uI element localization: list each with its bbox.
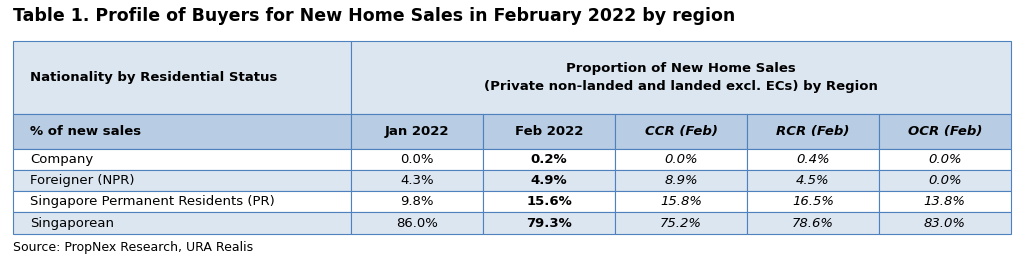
Text: Proportion of New Home Sales: Proportion of New Home Sales <box>566 62 796 75</box>
Text: Singapore Permanent Residents (PR): Singapore Permanent Residents (PR) <box>31 195 275 208</box>
Text: 0.2%: 0.2% <box>530 153 567 166</box>
Text: 79.3%: 79.3% <box>526 216 572 229</box>
Text: Company: Company <box>31 153 93 166</box>
Bar <box>879 213 1011 234</box>
Text: 13.8%: 13.8% <box>924 195 966 208</box>
Text: 75.2%: 75.2% <box>660 216 702 229</box>
Bar <box>483 191 615 213</box>
Text: 4.5%: 4.5% <box>796 174 829 187</box>
Bar <box>13 41 351 114</box>
Bar <box>746 213 879 234</box>
Text: 8.9%: 8.9% <box>665 174 697 187</box>
Bar <box>615 213 746 234</box>
Bar <box>615 170 746 191</box>
Text: Nationality by Residential Status: Nationality by Residential Status <box>31 71 278 84</box>
Bar <box>615 149 746 170</box>
Text: 0.0%: 0.0% <box>665 153 697 166</box>
Text: 4.3%: 4.3% <box>400 174 434 187</box>
Text: 83.0%: 83.0% <box>924 216 966 229</box>
Bar <box>351 191 483 213</box>
Text: 4.9%: 4.9% <box>530 174 567 187</box>
Bar <box>879 114 1011 149</box>
Text: % of new sales: % of new sales <box>31 125 141 138</box>
Bar <box>879 191 1011 213</box>
Bar <box>746 114 879 149</box>
Bar <box>746 149 879 170</box>
Text: 0.0%: 0.0% <box>928 153 962 166</box>
Text: 78.6%: 78.6% <box>792 216 834 229</box>
Text: Foreigner (NPR): Foreigner (NPR) <box>31 174 135 187</box>
Bar <box>351 149 483 170</box>
Bar <box>483 170 615 191</box>
Text: 9.8%: 9.8% <box>400 195 434 208</box>
Text: 16.5%: 16.5% <box>792 195 834 208</box>
Bar <box>746 170 879 191</box>
Bar <box>483 213 615 234</box>
Text: RCR (Feb): RCR (Feb) <box>776 125 850 138</box>
Bar <box>483 149 615 170</box>
Bar <box>351 213 483 234</box>
Bar <box>483 114 615 149</box>
Text: Source: PropNex Research, URA Realis: Source: PropNex Research, URA Realis <box>13 241 253 254</box>
Text: (Private non-landed and landed excl. ECs) by Region: (Private non-landed and landed excl. ECs… <box>484 80 878 93</box>
Text: OCR (Feb): OCR (Feb) <box>907 125 982 138</box>
Bar <box>351 114 483 149</box>
Text: 0.4%: 0.4% <box>796 153 829 166</box>
Text: Feb 2022: Feb 2022 <box>515 125 584 138</box>
Bar <box>879 149 1011 170</box>
Bar <box>351 41 1011 114</box>
Text: Table 1. Profile of Buyers for New Home Sales in February 2022 by region: Table 1. Profile of Buyers for New Home … <box>13 7 735 25</box>
Bar <box>13 114 351 149</box>
Bar <box>351 170 483 191</box>
Text: CCR (Feb): CCR (Feb) <box>644 125 718 138</box>
Text: 86.0%: 86.0% <box>396 216 438 229</box>
Text: 15.6%: 15.6% <box>526 195 572 208</box>
Bar <box>879 170 1011 191</box>
Text: 0.0%: 0.0% <box>928 174 962 187</box>
Bar <box>13 170 351 191</box>
Bar <box>13 191 351 213</box>
Bar <box>13 213 351 234</box>
Text: Jan 2022: Jan 2022 <box>385 125 450 138</box>
Bar <box>13 149 351 170</box>
Text: 0.0%: 0.0% <box>400 153 434 166</box>
Bar <box>746 191 879 213</box>
Text: 15.8%: 15.8% <box>660 195 702 208</box>
Text: Singaporean: Singaporean <box>31 216 115 229</box>
Bar <box>615 114 746 149</box>
Bar <box>615 191 746 213</box>
